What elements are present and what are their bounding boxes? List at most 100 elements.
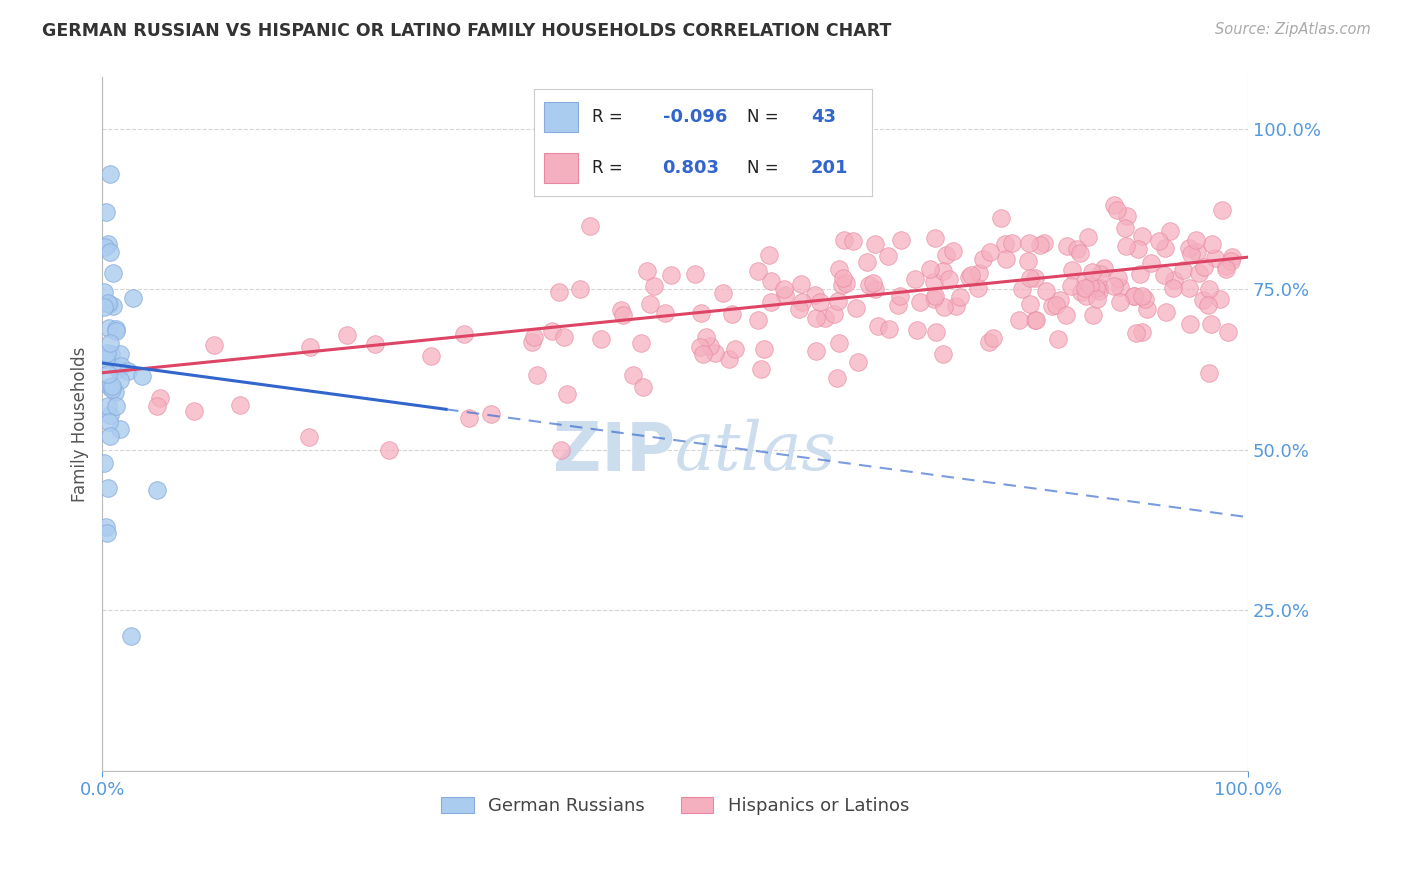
Point — [823, 307, 845, 321]
Point — [877, 321, 900, 335]
Point — [1109, 280, 1132, 294]
Point — [117, 364, 139, 378]
Point — [967, 266, 990, 280]
Point — [934, 300, 956, 314]
Point — [1220, 250, 1243, 264]
Point — [1081, 308, 1104, 322]
Point — [1107, 271, 1129, 285]
Point — [1178, 281, 1201, 295]
Point — [1008, 312, 1031, 326]
Point — [110, 346, 132, 360]
Point — [1185, 244, 1208, 259]
Point — [1040, 299, 1063, 313]
Point — [1011, 282, 1033, 296]
Point — [1056, 239, 1078, 253]
Point — [945, 299, 967, 313]
Point — [659, 268, 682, 283]
Point — [704, 346, 727, 360]
Point — [972, 252, 994, 266]
Point — [633, 380, 655, 394]
Point — [827, 293, 849, 308]
Point — [773, 288, 796, 302]
Point — [458, 410, 481, 425]
Point — [636, 263, 658, 277]
Point — [858, 277, 880, 292]
Point — [1062, 262, 1084, 277]
Point — [1130, 289, 1153, 303]
Point — [630, 335, 652, 350]
Point — [1153, 268, 1175, 282]
Point — [1070, 285, 1092, 299]
Point — [149, 392, 172, 406]
Point — [612, 308, 634, 322]
Point — [979, 244, 1001, 259]
Point — [834, 233, 856, 247]
Point — [96, 526, 118, 541]
Point — [1104, 198, 1126, 212]
Point — [1161, 281, 1184, 295]
Text: GERMAN RUSSIAN VS HISPANIC OR LATINO FAMILY HOUSEHOLDS CORRELATION CHART: GERMAN RUSSIAN VS HISPANIC OR LATINO FAM… — [42, 22, 891, 40]
Point — [1032, 235, 1054, 250]
Point — [924, 289, 946, 303]
Point — [131, 369, 153, 384]
Point — [938, 272, 960, 286]
Point — [97, 481, 120, 495]
Point — [1198, 366, 1220, 380]
Point — [922, 292, 945, 306]
Point — [105, 322, 128, 336]
Point — [97, 367, 120, 381]
Point — [98, 380, 121, 394]
Point — [692, 347, 714, 361]
Point — [804, 343, 827, 358]
Point — [541, 324, 564, 338]
Point — [100, 167, 122, 181]
Point — [93, 300, 115, 314]
Point — [100, 347, 122, 361]
Point — [557, 387, 579, 401]
Point — [1085, 292, 1108, 306]
Point — [1129, 268, 1152, 282]
Point — [1125, 326, 1147, 340]
Point — [1088, 285, 1111, 299]
Point — [94, 205, 117, 219]
Point — [904, 272, 927, 286]
Point — [229, 398, 252, 412]
Point — [808, 295, 831, 310]
Point — [1076, 289, 1098, 303]
Point — [101, 382, 124, 396]
Text: 0.803: 0.803 — [662, 160, 720, 178]
Point — [1126, 242, 1149, 256]
Point — [825, 370, 848, 384]
Point — [98, 297, 121, 311]
Point — [1215, 259, 1237, 273]
Point — [863, 236, 886, 251]
Point — [1130, 325, 1153, 339]
Point — [856, 254, 879, 268]
Point — [146, 400, 169, 414]
Text: N =: N = — [747, 160, 783, 178]
Point — [108, 373, 131, 387]
Point — [1204, 251, 1226, 265]
Point — [1025, 312, 1047, 326]
Point — [97, 415, 120, 429]
Point — [759, 295, 782, 310]
Point — [979, 335, 1001, 350]
Point — [120, 629, 142, 643]
Point — [94, 520, 117, 534]
Point — [1123, 289, 1146, 303]
Point — [1136, 301, 1159, 316]
Point — [890, 233, 912, 247]
Point — [122, 291, 145, 305]
Point — [932, 263, 955, 277]
Point — [610, 302, 633, 317]
Point — [1159, 224, 1181, 238]
Point — [1105, 202, 1128, 217]
Point — [1130, 229, 1153, 244]
Point — [1199, 317, 1222, 331]
Point — [1088, 280, 1111, 294]
Point — [695, 330, 717, 344]
Point — [759, 274, 782, 288]
Point — [689, 340, 711, 354]
Point — [1045, 298, 1067, 312]
Point — [685, 268, 707, 282]
